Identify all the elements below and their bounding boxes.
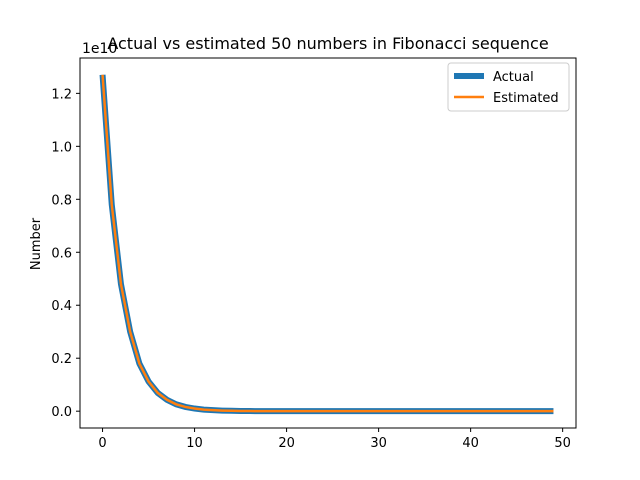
x-tick-label: 0: [98, 436, 106, 451]
chart-title: Actual vs estimated 50 numbers in Fibona…: [107, 34, 548, 53]
y-tick-label: 0.8: [51, 193, 72, 208]
x-tick-label: 50: [554, 436, 571, 451]
series-layer: [99, 74, 554, 415]
x-tick-label: 10: [186, 436, 203, 451]
y-tick-label: 0.4: [51, 299, 72, 314]
y-axis-ticks: 0.0 0.2 0.4 0.6 0.8 1.0 1.2: [51, 87, 80, 420]
y-axis-label: Number: [29, 217, 44, 270]
x-tick-label: 30: [370, 436, 387, 451]
x-tick-label: 40: [462, 436, 479, 451]
legend-label-estimated: Estimated: [493, 91, 559, 106]
y-tick-label: 0.2: [51, 352, 72, 367]
y-tick-label: 0.6: [51, 246, 72, 261]
legend: Actual Estimated: [447, 62, 570, 112]
x-tick-label: 20: [278, 436, 295, 451]
series-line-estimated: [101, 74, 554, 413]
y-tick-label: 0.0: [51, 405, 72, 420]
axes-frame: [79, 57, 577, 429]
y-tick-label: 1.0: [51, 140, 72, 155]
legend-label-actual: Actual: [493, 70, 534, 85]
y-multiplier-label: 1e10: [82, 41, 117, 57]
x-axis-ticks: 0 10 20 30 40 50: [98, 428, 571, 451]
y-tick-label: 1.2: [51, 87, 72, 102]
